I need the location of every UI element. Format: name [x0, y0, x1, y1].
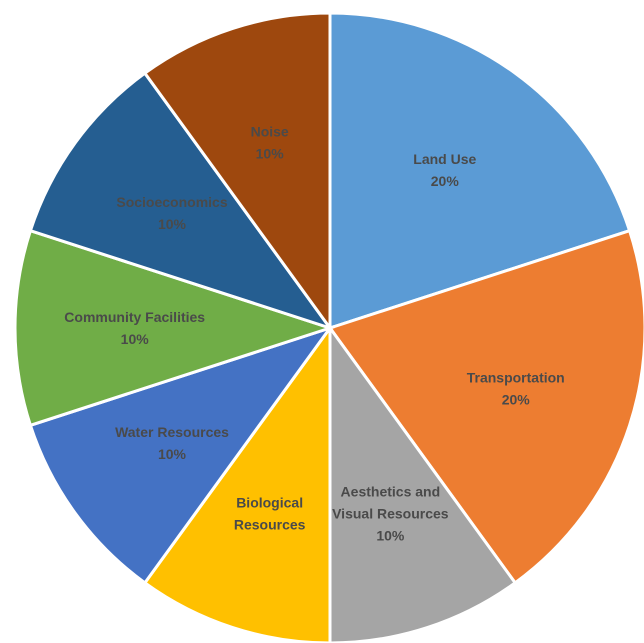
slice-label-community-facilities: Community Facilities 10%	[64, 309, 205, 347]
slice-label-aesthetics-and: Aesthetics and Visual Resources 10%	[332, 484, 449, 544]
slice-community-facilities	[13, 228, 335, 428]
slice-label-line: Noise	[251, 123, 289, 139]
slice-label-line: Community Facilities	[64, 309, 205, 325]
slice-label-water-resources: Water Resources 10%	[115, 424, 229, 462]
slice-label-line: 10%	[158, 446, 187, 462]
slice-label-line: Transportation	[467, 369, 565, 385]
slice-label-line: Resources	[234, 517, 306, 533]
slice-label-transportation: Transportation 20%	[467, 369, 565, 407]
slice-label-line: 10%	[256, 145, 285, 161]
slice-socioeconomics	[28, 71, 334, 331]
slice-label-land-use: Land Use 20%	[413, 151, 476, 189]
slice-label-line: Water Resources	[115, 424, 229, 440]
slice-label-line: 20%	[431, 173, 460, 189]
slice-label-line: 10%	[376, 528, 405, 544]
slice-label-line: 20%	[502, 391, 531, 407]
slice-label-socioeconomics: Socioeconomics 10%	[116, 194, 227, 232]
slice-label-line: Socioeconomics	[116, 194, 227, 210]
slice-label-line: 10%	[158, 216, 187, 232]
slice-label-noise: Noise 10%	[251, 123, 289, 161]
slice-land-use	[328, 11, 632, 331]
pie-labels: Land Use 20% Transportation 20% Aesthetics a…	[64, 123, 564, 543]
slice-label-biological: Biological Resources	[234, 495, 306, 533]
slice-transportation	[327, 228, 644, 585]
slice-water-resources	[28, 325, 334, 585]
slice-label-line: Land Use	[413, 151, 476, 167]
slice-label-line: Biological	[236, 495, 303, 511]
pie-slices	[13, 11, 644, 643]
slice-label-line: Aesthetics and	[341, 484, 441, 500]
slice-label-line: 10%	[121, 331, 150, 347]
slice-noise	[142, 11, 332, 333]
slice-label-line: Visual Resources	[332, 506, 449, 522]
